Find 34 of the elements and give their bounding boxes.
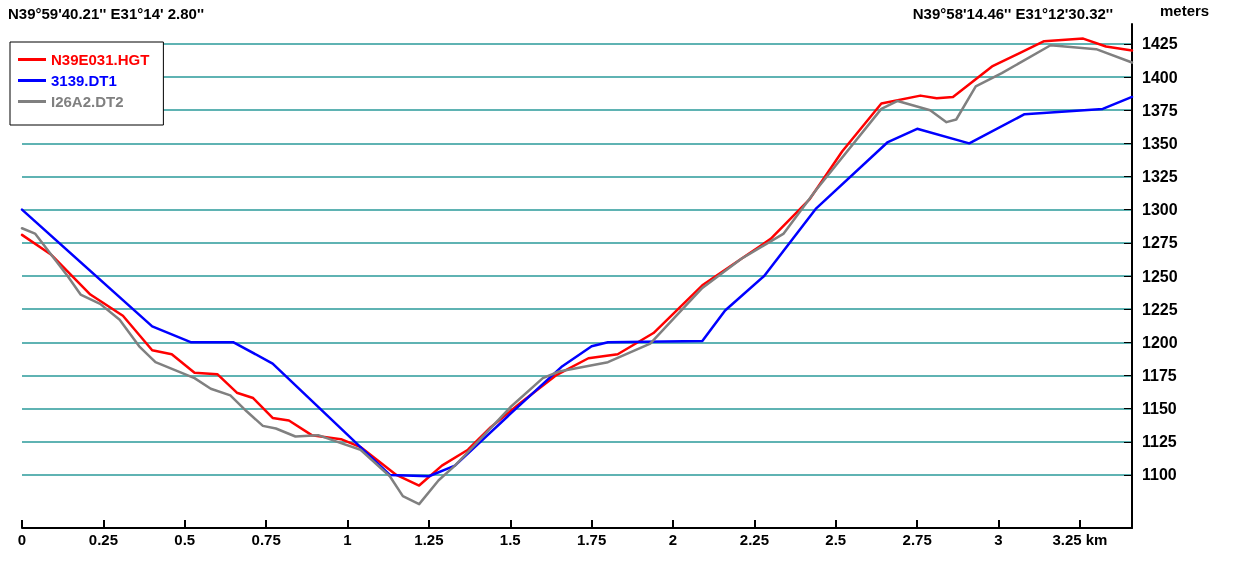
y-tick-label: 1175 (1142, 366, 1177, 384)
x-tick-label: 0.75 (251, 531, 281, 548)
x-tick-label: 3.25 km (1052, 531, 1108, 548)
y-tick-label: 1225 (1142, 300, 1178, 318)
x-tick-label: 2 (668, 531, 678, 548)
y-tick-label: 1325 (1142, 168, 1178, 186)
x-tick-label: 0.5 (174, 531, 196, 548)
text: N39°59'40.21'' E31°14' 2.80'' (8, 5, 205, 22)
y-tick-label: 1275 (1142, 234, 1178, 252)
y-tick-label: 1250 (1142, 267, 1178, 285)
x-tick-label: 2.5 (825, 531, 847, 548)
x-tick-label: 1.75 (577, 531, 607, 548)
y-tick-label: 1375 (1142, 101, 1178, 119)
y-tick-label: 1350 (1142, 134, 1178, 152)
legend-label: I26A2.DT2 (51, 93, 124, 110)
x-tick-label: 1 (343, 531, 352, 548)
y-tick-label: 1400 (1142, 68, 1178, 86)
y-tick-label: 1150 (1142, 400, 1177, 418)
legend-label: 3139.DT1 (51, 72, 117, 89)
x-tick-label: 2.75 (902, 531, 932, 548)
x-tick-label: 0 (17, 531, 27, 548)
x-tick-label: 1.25 (414, 531, 444, 548)
legend-label: N39E031.HGT (51, 51, 150, 68)
x-tick-label: 2.25 (739, 531, 770, 548)
y-tick-label: 1200 (1142, 333, 1178, 351)
y-tick-label: 1125 (1142, 433, 1177, 451)
y-tick-label: 1300 (1142, 201, 1178, 219)
x-tick-label: 1.5 (499, 531, 521, 548)
y-tick-label: 1425 (1142, 35, 1178, 53)
y-axis-title: meters (1160, 2, 1210, 19)
x-tick-label: 0.25 (88, 531, 118, 548)
y-tick-label: 1100 (1142, 466, 1177, 484)
x-tick-label: 3 (994, 531, 1003, 548)
text: N39°58'14.46'' E31°12'30.32'' (912, 5, 1113, 22)
